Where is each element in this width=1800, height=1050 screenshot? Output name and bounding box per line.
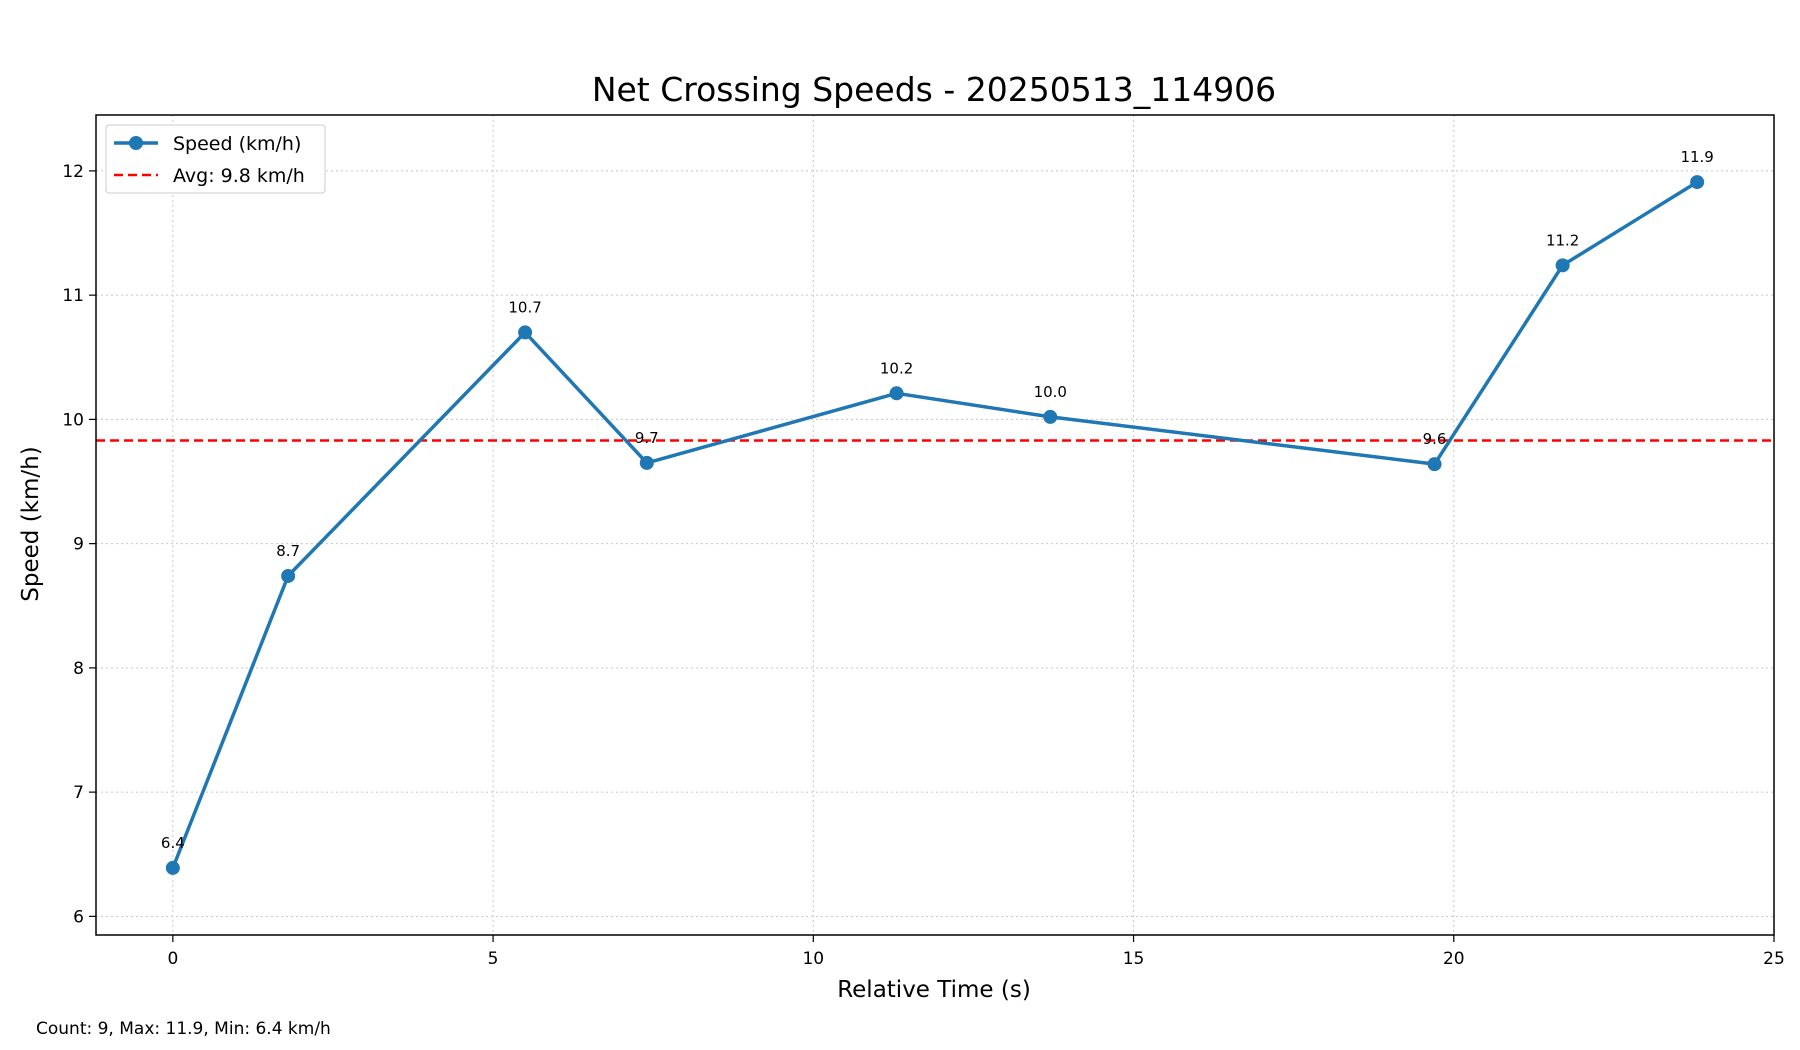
x-tick-label: 20 <box>1443 949 1465 969</box>
x-tick-label: 5 <box>488 949 499 969</box>
grid <box>96 115 1775 935</box>
x-tick-label: 25 <box>1763 949 1785 969</box>
x-tick-label: 10 <box>802 949 824 969</box>
x-tick-label: 15 <box>1123 949 1145 969</box>
y-tick-label: 11 <box>62 286 84 306</box>
data-point <box>639 455 654 470</box>
y-tick-label: 12 <box>62 162 84 182</box>
data-label: 11.2 <box>1546 231 1579 249</box>
data-label: 10.2 <box>880 359 913 377</box>
data-labels: 6.4 8.7 10.7 9.7 10.2 10.0 9.6 11.2 11.9 <box>161 148 1714 852</box>
data-label: 6.4 <box>161 834 185 852</box>
data-label: 9.6 <box>1423 430 1447 448</box>
legend-speed-marker <box>129 136 143 150</box>
data-point <box>1427 457 1442 472</box>
y-tick-label: 10 <box>62 410 84 430</box>
y-tick-label: 8 <box>73 659 84 679</box>
data-label: 10.0 <box>1034 383 1067 401</box>
plot-frame <box>95 114 1775 936</box>
y-tick-label: 6 <box>73 907 84 927</box>
y-tick-label: 9 <box>73 535 84 555</box>
footer-stats: Count: 9, Max: 11.9, Min: 6.4 km/h <box>36 1019 331 1039</box>
speed-series-line <box>171 180 1699 869</box>
x-axis-label: Relative Time (s) <box>837 977 1031 1003</box>
data-point <box>1690 175 1705 190</box>
y-tick-label: 7 <box>73 783 84 803</box>
data-point <box>165 860 180 875</box>
data-point <box>1043 409 1058 424</box>
legend: Speed (km/h) Avg: 9.8 km/h <box>105 124 326 194</box>
x-tick-label: 0 <box>167 949 178 969</box>
legend-speed-label: Speed (km/h) <box>173 133 301 155</box>
legend-box <box>105 124 326 194</box>
axes: 0 5 10 15 20 25 6 7 8 9 10 11 12 <box>62 114 1785 969</box>
data-point <box>281 568 296 583</box>
chart-title: Net Crossing Speeds - 20250513_114906 <box>592 70 1276 109</box>
data-label: 8.7 <box>276 542 300 560</box>
data-label: 9.7 <box>635 429 659 447</box>
series-layer <box>165 175 1705 875</box>
data-point <box>1555 258 1570 273</box>
legend-avg-label: Avg: 9.8 km/h <box>173 165 305 187</box>
data-point <box>889 386 904 401</box>
y-axis-label: Speed (km/h) <box>18 446 44 601</box>
data-label: 11.9 <box>1680 148 1713 166</box>
data-point <box>518 325 533 340</box>
data-label: 10.7 <box>508 298 541 316</box>
